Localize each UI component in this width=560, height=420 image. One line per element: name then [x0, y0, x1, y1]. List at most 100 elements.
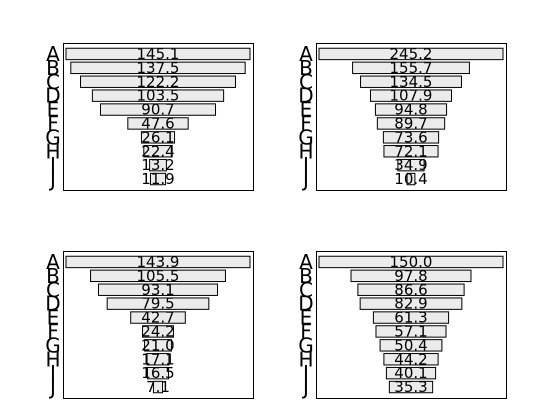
value-label: 61.3: [394, 309, 427, 327]
bar: [406, 172, 416, 186]
category-label: F: [300, 111, 312, 135]
bar: [140, 131, 176, 144]
value-label: 40.1: [394, 364, 427, 382]
category-label: B: [299, 264, 313, 288]
bar: [106, 297, 210, 310]
value-label: 10.4: [394, 170, 427, 188]
bar: [152, 380, 164, 394]
value-label: 7.1: [146, 378, 170, 396]
value-label: 24.2: [141, 322, 174, 340]
category-label: J: [48, 167, 56, 191]
funnel-panel-2: 245.2 A 155.7 B 134.5 C 107.9 D 94.8 E 89.7 F 73.6 G 7…: [298, 42, 507, 191]
bar: [359, 297, 463, 310]
category-label: C: [46, 70, 60, 94]
category-label: E: [300, 306, 313, 330]
category-label: D: [45, 84, 60, 108]
category-label: J: [301, 167, 309, 191]
bar: [149, 158, 167, 172]
value-label: 155.7: [390, 59, 433, 77]
bar: [397, 158, 425, 172]
bar: [318, 255, 504, 269]
value-label: 93.1: [141, 281, 174, 299]
bar: [388, 380, 434, 394]
bar: [352, 61, 470, 75]
panel-frame: [63, 43, 254, 191]
bar: [318, 47, 504, 61]
value-label: 34.9: [394, 156, 427, 174]
value-label: 13.2: [141, 156, 174, 174]
value-label: 35.3: [394, 378, 427, 396]
category-label: A: [299, 250, 313, 274]
bar: [91, 89, 225, 102]
bar: [130, 311, 186, 324]
bar: [376, 117, 446, 130]
bar: [65, 255, 251, 269]
category-label: H: [298, 139, 313, 163]
panel-frame: [316, 251, 507, 399]
value-label: 86.6: [394, 281, 427, 299]
value-label: 143.9: [137, 253, 180, 271]
funnel-panel-4: 150.0 A 97.8 B 86.6 C 82.9 D 61.3 E 57.1 F 50.4 G 44.2…: [298, 250, 507, 399]
value-label: 79.5: [141, 295, 174, 313]
category-label: F: [47, 111, 59, 135]
value-label: 150.0: [390, 253, 433, 271]
value-label: 22.4: [141, 142, 174, 160]
bar: [350, 269, 472, 283]
value-label: 11.9: [141, 170, 174, 188]
category-label: B: [299, 56, 313, 80]
value-label: 145.1: [137, 45, 180, 63]
category-label: H: [298, 347, 313, 371]
bar: [80, 75, 236, 88]
value-label: 103.5: [137, 87, 180, 105]
category-label: D: [298, 292, 313, 316]
category-label: E: [47, 306, 60, 330]
panel-frame: [316, 43, 507, 191]
category-label: C: [299, 70, 313, 94]
bar: [357, 283, 465, 296]
category-label: I: [50, 361, 56, 385]
bar: [379, 339, 443, 352]
value-label: 134.5: [390, 73, 433, 91]
bar: [127, 117, 189, 130]
value-label: 47.6: [141, 114, 174, 132]
category-label: F: [47, 319, 59, 343]
bar: [372, 311, 450, 324]
bar: [146, 353, 170, 366]
value-label: 42.7: [141, 309, 174, 327]
category-label: I: [303, 153, 309, 177]
bar: [142, 325, 174, 338]
value-label: 89.7: [394, 114, 427, 132]
category-label: J: [301, 375, 309, 399]
bar: [382, 131, 440, 144]
bar: [375, 325, 447, 338]
bar: [374, 103, 448, 116]
value-label: 137.5: [137, 59, 180, 77]
category-label: D: [45, 292, 60, 316]
category-label: G: [298, 125, 314, 149]
category-label: G: [45, 125, 61, 149]
bar: [143, 145, 173, 158]
bar: [360, 75, 462, 88]
category-label: I: [303, 361, 309, 385]
bar: [385, 366, 437, 380]
category-label: G: [298, 333, 314, 357]
value-label: 73.6: [394, 128, 427, 146]
bar: [97, 283, 219, 296]
value-label: 57.1: [394, 322, 427, 340]
value-label: 16.5: [141, 364, 174, 382]
value-label: 105.5: [137, 267, 180, 285]
value-label: 97.8: [394, 267, 427, 285]
bar: [383, 353, 439, 366]
category-label: B: [46, 56, 60, 80]
category-label: E: [300, 98, 313, 122]
category-label: F: [300, 319, 312, 343]
panel-frame: [63, 251, 254, 399]
bar: [149, 172, 167, 186]
bar: [70, 61, 246, 75]
category-label: A: [46, 42, 60, 66]
value-label: 245.2: [390, 45, 433, 63]
category-label: A: [46, 250, 60, 274]
value-label: 72.1: [394, 142, 427, 160]
value-label: 122.2: [137, 73, 180, 91]
